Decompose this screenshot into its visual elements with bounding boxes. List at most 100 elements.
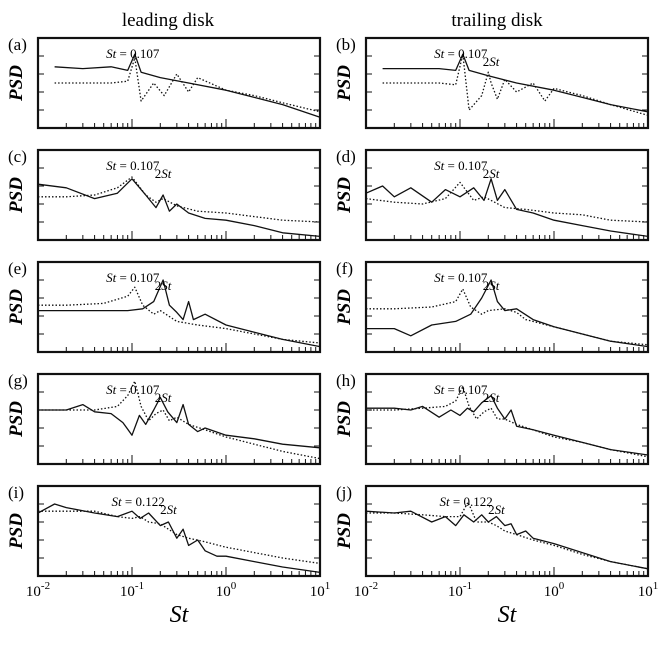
plot-frame (36, 36, 322, 130)
annotation-prefix: 2 (488, 502, 495, 517)
annotation-text: St (489, 54, 500, 69)
dotted-series-line (365, 181, 649, 223)
dotted-series-line (38, 380, 321, 460)
annotation-prefix: St (112, 494, 123, 509)
harmonic-annotation: 2St (483, 54, 500, 69)
solid-series-line (38, 279, 321, 348)
tick-exponent: -1 (135, 580, 144, 592)
panel-label: (b) (336, 35, 356, 54)
harmonic-annotation: 2St (483, 278, 500, 293)
x-axis-label: St (498, 602, 518, 628)
annotation-prefix: St (106, 270, 117, 285)
y-axis-label: PSD (6, 513, 27, 550)
plot-frame (364, 484, 650, 578)
peak-annotation: St = 0.107 (106, 46, 160, 61)
plot-frame (36, 372, 322, 466)
solid-series-line (38, 396, 321, 449)
y-axis-label: PSD (334, 177, 355, 214)
x-tick-label: 100 (216, 580, 237, 600)
x-tick-label: 10-1 (120, 580, 144, 600)
dotted-series-line (38, 510, 321, 565)
annotation-prefix: 2 (160, 502, 167, 517)
x-axis-label: St (170, 602, 190, 628)
harmonic-annotation: 2St (155, 278, 172, 293)
annotation-prefix: 2 (483, 278, 490, 293)
annotation-text: St (489, 390, 500, 405)
peak-annotation: St = 0.107 (106, 270, 160, 285)
y-axis-label: PSD (334, 513, 355, 550)
annotation-text: = 0.122 (122, 494, 165, 509)
annotation-text: = 0.107 (116, 46, 160, 61)
tick-base: 10 (544, 584, 559, 600)
annotation-text: St (161, 278, 172, 293)
column-title-trailing: trailing disk (451, 10, 543, 31)
plot-frame (36, 484, 322, 578)
peak-annotation: St = 0.107 (106, 382, 160, 397)
solid-series-line (365, 178, 649, 238)
tick-exponent: -2 (41, 580, 50, 592)
annotation-text: = 0.107 (444, 270, 488, 285)
panel-label: (c) (8, 147, 27, 166)
solid-series-line (37, 503, 321, 574)
tick-base: 10 (26, 584, 41, 600)
x-tick-label: 10-2 (354, 580, 378, 600)
plot-frame (364, 372, 650, 466)
solid-series-line (54, 53, 321, 118)
tick-exponent: 0 (231, 580, 237, 592)
x-tick-label: 100 (544, 580, 565, 600)
annotation-text: St (495, 502, 506, 517)
solid-series-line (365, 510, 649, 570)
annotation-prefix: 2 (155, 390, 162, 405)
peak-annotation: St = 0.107 (434, 382, 488, 397)
column-title-leading: leading disk (122, 10, 215, 31)
annotation-prefix: St (440, 494, 451, 509)
y-axis-label: PSD (334, 289, 355, 326)
y-axis-label: PSD (6, 65, 27, 102)
tick-base: 10 (216, 584, 231, 600)
annotation-text: St (489, 278, 500, 293)
plot-frame (36, 148, 322, 242)
x-tick-label: 10-2 (26, 580, 50, 600)
dotted-series-line (366, 501, 649, 570)
harmonic-annotation: 2St (155, 390, 172, 405)
plot-frame (364, 148, 650, 242)
y-axis-label: PSD (334, 65, 355, 102)
tick-base: 10 (448, 584, 463, 600)
tick-exponent: -1 (463, 580, 472, 592)
annotation-text: St (489, 166, 500, 181)
annotation-text: = 0.107 (444, 46, 488, 61)
panel-label: (f) (336, 259, 353, 278)
annotation-prefix: 2 (155, 278, 162, 293)
solid-series-line (366, 279, 649, 348)
dotted-series-line (382, 53, 649, 117)
tick-base: 10 (354, 584, 369, 600)
peak-annotation: St = 0.122 (440, 494, 493, 509)
dotted-series-line (38, 176, 321, 223)
harmonic-annotation: 2St (483, 166, 500, 181)
plot-frame (364, 36, 650, 130)
peak-annotation: St = 0.122 (112, 494, 165, 509)
peak-annotation: St = 0.107 (106, 158, 160, 173)
annotation-text: St (167, 502, 178, 517)
annotation-prefix: 2 (483, 166, 490, 181)
plot-frame (36, 260, 322, 354)
annotation-prefix: St (434, 158, 445, 173)
panel-label: (e) (8, 259, 27, 278)
panel-label: (i) (8, 483, 24, 502)
x-tick-label: 101 (638, 580, 659, 600)
tick-exponent: 1 (653, 580, 659, 592)
peak-annotation: St = 0.107 (434, 158, 488, 173)
annotation-prefix: St (434, 382, 445, 397)
tick-exponent: 1 (325, 580, 331, 592)
annotation-prefix: 2 (483, 390, 490, 405)
dotted-series-line (54, 57, 321, 113)
